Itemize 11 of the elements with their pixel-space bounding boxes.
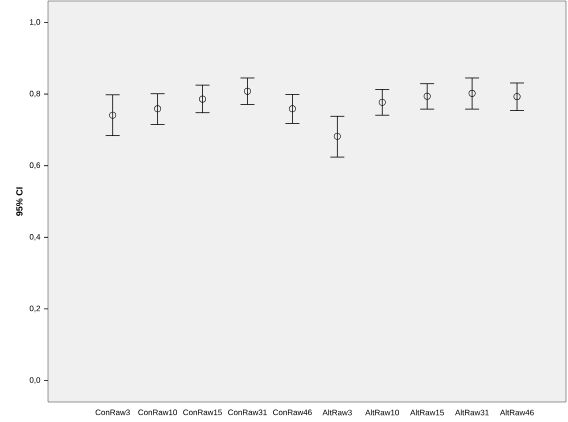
point [154,105,162,112]
point [109,112,116,119]
point [424,92,431,100]
point [468,90,476,97]
y-axis-title: 95% CI [16,187,23,216]
point [378,98,386,106]
point [199,96,206,103]
point [334,132,341,140]
point [288,105,296,112]
point [244,88,251,95]
point [514,93,521,100]
